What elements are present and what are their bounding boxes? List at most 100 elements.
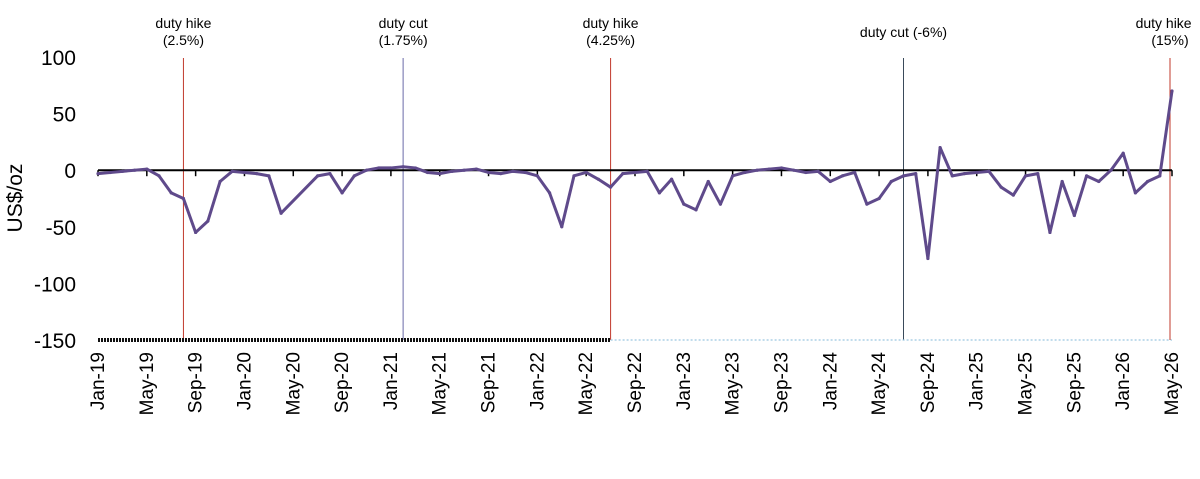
data-point (718, 202, 723, 206)
x-tick-label: Jan-25 (967, 352, 988, 410)
data-point (657, 191, 662, 195)
x-tick-label: May-24 (869, 352, 890, 416)
data-point (401, 165, 405, 169)
annotation-label: duty cut (379, 15, 428, 31)
data-point (1145, 179, 1150, 184)
data-point (523, 170, 527, 175)
x-tick-label: Jan-22 (527, 352, 548, 410)
data-point (1158, 174, 1162, 178)
data-point (194, 230, 198, 235)
x-tick-label: May-25 (1016, 352, 1037, 415)
data-point (755, 168, 759, 172)
data-point (779, 166, 784, 170)
data-point (1084, 174, 1089, 178)
x-tick-label: Sep-21 (479, 352, 500, 413)
data-point (1023, 174, 1028, 178)
data-point (377, 166, 381, 170)
x-tick-label: Jan-20 (234, 352, 255, 410)
data-point (828, 179, 832, 184)
data-point (328, 171, 332, 176)
x-tick-label: May-21 (430, 352, 451, 415)
data-point (1170, 89, 1174, 93)
data-point (389, 166, 393, 170)
data-point (364, 168, 369, 172)
y-tick-label: 50 (53, 104, 76, 127)
x-tick-label: May-20 (283, 352, 304, 415)
x-axis: Jan-19 May-19 Sep-19 Jan-20 May-20 Sep-20 Jan-… (88, 170, 1183, 415)
data-point (889, 179, 893, 184)
data-point (804, 170, 808, 175)
data-point (486, 170, 491, 175)
annotation-label: duty hike (583, 15, 639, 31)
data-point (645, 169, 649, 173)
data-point (474, 167, 478, 171)
data-point (572, 174, 576, 178)
y-tick-label: 100 (41, 47, 76, 70)
data-point (316, 174, 320, 178)
data-point (1097, 179, 1101, 184)
data-point (816, 169, 820, 173)
data-point (865, 202, 869, 206)
data-point (206, 219, 210, 223)
data-point (1011, 193, 1015, 197)
data-point (975, 170, 979, 175)
data-point (914, 171, 918, 176)
data-point (547, 191, 552, 195)
x-tick-label: Sep-20 (332, 352, 353, 413)
annotation-label: (1.75%) (379, 32, 428, 48)
y-tick-label: -150 (34, 330, 76, 353)
data-point (145, 167, 149, 171)
data-point (511, 169, 515, 173)
data-point (1036, 171, 1040, 176)
data-point (450, 169, 454, 173)
x-tick-label: Jan-21 (381, 352, 402, 410)
data-point (926, 256, 930, 261)
data-point (901, 174, 906, 178)
x-tick-label: May-23 (723, 352, 744, 415)
annotations: duty hike(2.5%)duty cut(1.75%)duty hike(… (155, 15, 1192, 340)
data-point (230, 169, 234, 173)
data-point (792, 168, 796, 172)
annotation-label: duty cut (-6%) (860, 24, 947, 40)
data-point (743, 170, 747, 175)
data-point (242, 170, 247, 175)
y-axis: 100 50 0 -50 -100 -150 (34, 47, 76, 353)
data-point (96, 171, 100, 176)
data-point (596, 177, 600, 181)
x-tick-label: May-26 (1162, 352, 1183, 415)
data-point (352, 174, 356, 178)
data-point (255, 171, 259, 176)
data-point (218, 179, 222, 184)
x-tick-label: Sep-23 (771, 352, 792, 413)
y-tick-label: -50 (46, 217, 76, 240)
annotation-label: duty hike (155, 15, 211, 31)
data-point (987, 169, 991, 173)
data-point (938, 145, 942, 150)
annotation-label: (4.25%) (586, 32, 635, 48)
data-point (950, 174, 954, 178)
data-point (706, 179, 710, 184)
data-point (181, 196, 186, 201)
data-point (877, 196, 881, 201)
x-tick-label: Jan-26 (1113, 352, 1134, 410)
x-tick-label: May-22 (576, 352, 597, 415)
y-tick-label: 0 (64, 160, 76, 183)
data-point (962, 171, 967, 176)
data-point (1109, 168, 1113, 172)
data-point (608, 185, 613, 189)
data-point (694, 208, 698, 212)
data-point (731, 174, 735, 178)
data-point (853, 170, 857, 175)
annotation-label: (15%) (1151, 32, 1188, 48)
x-tick-label: May-19 (137, 352, 158, 415)
x-tick-label: Sep-24 (918, 352, 939, 414)
x-tick-label: Sep-22 (625, 352, 646, 413)
data-point (1048, 230, 1052, 235)
data-point (169, 191, 173, 195)
data-point (535, 174, 539, 178)
x-tick-label: Sep-25 (1064, 352, 1085, 413)
data-point (1072, 213, 1076, 218)
data-point (1133, 191, 1137, 195)
data-point (682, 202, 686, 206)
data-point (621, 171, 625, 176)
